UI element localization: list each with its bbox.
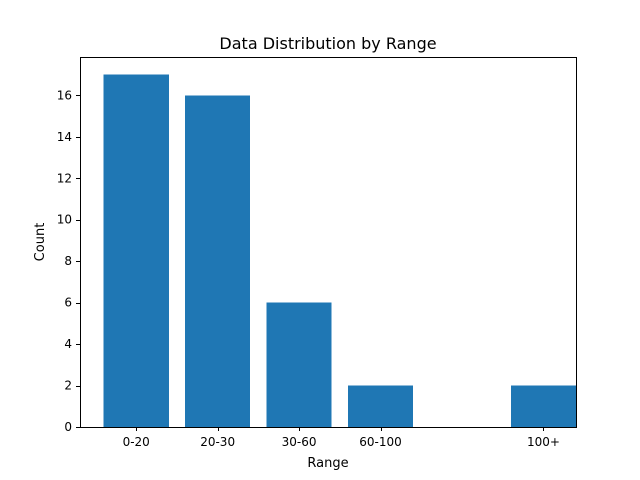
x-axis-ticks: 0-20 20-30 30-60 60-100 100+ bbox=[123, 427, 560, 449]
bar-0-20 bbox=[103, 74, 169, 427]
y-tick-label: 12 bbox=[57, 171, 72, 185]
y-tick-label: 0 bbox=[64, 420, 72, 434]
y-axis-ticks: 0 2 4 6 8 10 12 14 16 bbox=[57, 88, 80, 434]
y-tick-label: 6 bbox=[64, 296, 72, 310]
y-tick-label: 14 bbox=[57, 130, 72, 144]
y-tick-label: 2 bbox=[64, 379, 72, 393]
x-tick-label: 100+ bbox=[527, 435, 560, 449]
y-tick-label: 8 bbox=[64, 254, 72, 268]
chart-title: Data Distribution by Range bbox=[219, 34, 436, 53]
x-tick-label: 20-30 bbox=[200, 435, 235, 449]
bar-60-100 bbox=[347, 385, 414, 427]
y-tick-label: 16 bbox=[57, 88, 72, 102]
x-tick-label: 30-60 bbox=[282, 435, 317, 449]
x-axis-label: Range bbox=[307, 456, 348, 471]
y-tick-label: 4 bbox=[64, 337, 72, 351]
x-tick-label: 60-100 bbox=[359, 435, 402, 449]
bars-group bbox=[103, 74, 576, 427]
y-tick-label: 10 bbox=[57, 213, 72, 227]
bar-20-30 bbox=[185, 95, 251, 427]
bar-100+ bbox=[510, 385, 576, 427]
y-axis-label: Count bbox=[33, 223, 48, 262]
plot-frame bbox=[80, 57, 577, 428]
bar-30-60 bbox=[266, 302, 332, 427]
x-tick-label: 0-20 bbox=[123, 435, 150, 449]
